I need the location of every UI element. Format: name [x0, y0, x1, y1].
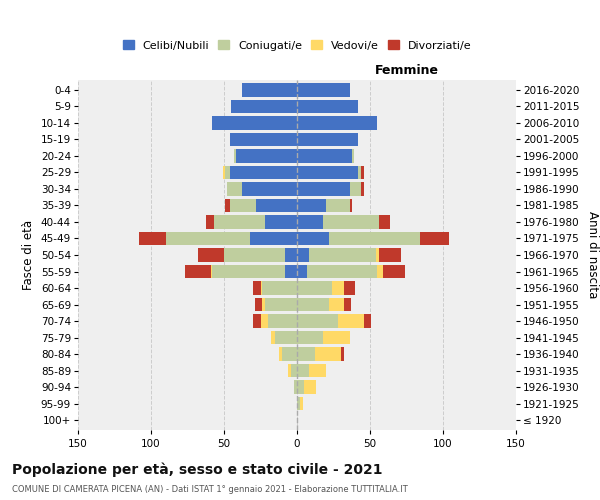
Bar	[230, 198, 256, 212]
Bar	[297, 331, 323, 344]
Bar	[198, 248, 224, 262]
Bar	[350, 182, 361, 196]
Bar	[286, 248, 297, 262]
Bar	[314, 348, 341, 361]
Bar	[232, 100, 297, 113]
Bar	[297, 182, 350, 196]
Bar	[344, 298, 351, 312]
Bar	[250, 232, 297, 245]
Bar	[226, 166, 230, 179]
Bar	[253, 314, 260, 328]
Bar	[242, 83, 297, 96]
Bar	[254, 298, 262, 312]
Bar	[260, 314, 268, 328]
Bar	[377, 264, 383, 278]
Bar	[329, 298, 344, 312]
Bar	[323, 331, 350, 344]
Bar	[297, 348, 314, 361]
Bar	[166, 232, 250, 245]
Bar	[224, 248, 286, 262]
Bar	[376, 248, 379, 262]
Bar	[297, 149, 352, 162]
Bar	[297, 132, 358, 146]
Bar	[262, 298, 265, 312]
Bar	[297, 166, 358, 179]
Bar	[297, 264, 307, 278]
Bar	[323, 215, 379, 229]
Bar	[227, 182, 242, 196]
Bar	[297, 198, 326, 212]
Bar	[294, 380, 297, 394]
Bar	[265, 298, 297, 312]
Bar	[286, 264, 297, 278]
Text: Femmine: Femmine	[374, 64, 439, 76]
Y-axis label: Fasce di età: Fasce di età	[22, 220, 35, 290]
Bar	[307, 264, 377, 278]
Bar	[350, 198, 352, 212]
Legend: Celibi/Nubili, Coniugati/e, Vedovi/e, Divorziati/e: Celibi/Nubili, Coniugati/e, Vedovi/e, Di…	[122, 40, 472, 50]
Text: Popolazione per età, sesso e stato civile - 2021: Popolazione per età, sesso e stato civil…	[12, 462, 383, 477]
Bar	[297, 397, 300, 410]
Bar	[308, 364, 326, 378]
Bar	[338, 314, 364, 328]
Bar	[256, 198, 297, 212]
Bar	[211, 264, 212, 278]
Bar	[419, 232, 449, 245]
Bar	[230, 132, 297, 146]
Bar	[214, 215, 265, 229]
Bar	[297, 100, 358, 113]
Bar	[230, 166, 297, 179]
Bar	[379, 215, 391, 229]
Bar	[358, 166, 361, 179]
Bar	[139, 232, 166, 245]
Bar	[361, 182, 364, 196]
Bar	[234, 149, 236, 162]
Bar	[253, 281, 260, 295]
Bar	[288, 364, 291, 378]
Bar	[326, 198, 350, 212]
Bar	[352, 149, 354, 162]
Bar	[226, 198, 230, 212]
Bar	[206, 215, 214, 229]
Bar	[329, 232, 419, 245]
Bar	[212, 264, 286, 278]
Bar	[212, 116, 297, 130]
Bar	[242, 182, 297, 196]
Bar	[268, 314, 297, 328]
Bar	[300, 397, 303, 410]
Bar	[304, 380, 316, 394]
Bar	[283, 348, 297, 361]
Text: COMUNE DI CAMERATA PICENA (AN) - Dati ISTAT 1° gennaio 2021 - Elaborazione TUTTI: COMUNE DI CAMERATA PICENA (AN) - Dati IS…	[12, 485, 408, 494]
Bar	[364, 314, 371, 328]
Bar	[379, 248, 401, 262]
Bar	[260, 281, 262, 295]
Bar	[291, 364, 297, 378]
Bar	[297, 116, 377, 130]
Bar	[383, 264, 405, 278]
Bar	[297, 215, 323, 229]
Bar	[297, 380, 304, 394]
Bar	[236, 149, 297, 162]
Bar	[297, 232, 329, 245]
Bar	[280, 348, 283, 361]
Bar	[262, 281, 297, 295]
Y-axis label: Anni di nascita: Anni di nascita	[586, 212, 599, 298]
Bar	[297, 248, 308, 262]
Bar	[185, 264, 211, 278]
Bar	[297, 281, 332, 295]
Bar	[297, 364, 308, 378]
Bar	[344, 281, 355, 295]
Bar	[297, 314, 338, 328]
Bar	[297, 83, 350, 96]
Bar	[341, 348, 344, 361]
Bar	[271, 331, 275, 344]
Bar	[297, 298, 329, 312]
Bar	[275, 331, 297, 344]
Bar	[265, 215, 297, 229]
Bar	[223, 166, 226, 179]
Bar	[308, 248, 376, 262]
Bar	[361, 166, 364, 179]
Bar	[332, 281, 344, 295]
